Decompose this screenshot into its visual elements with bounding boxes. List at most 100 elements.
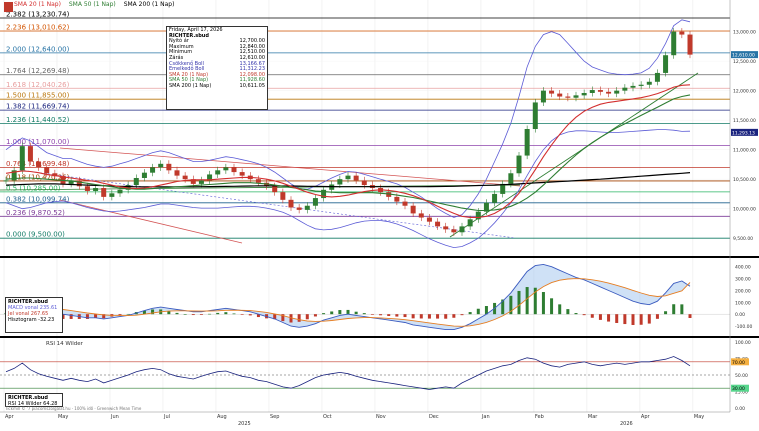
info-row-value: 11,928.60 — [239, 77, 265, 84]
candle-body — [638, 84, 644, 86]
candle-body — [68, 180, 74, 184]
x-tick-label: Mar — [588, 414, 598, 420]
info-row-value: 13,166.67 — [239, 60, 265, 67]
macd-histogram-bar — [338, 310, 342, 315]
macd-histogram-bar — [208, 313, 212, 315]
candle-body — [231, 167, 237, 173]
info-rows: Nyitó ár 12,700.00 Maximum 12,840.00 Minimum… — [169, 39, 265, 89]
macd-histogram-bar — [126, 313, 130, 315]
candle-body — [288, 199, 294, 208]
macd-y-tick-label: 0.00 — [735, 312, 745, 318]
candle-body — [459, 226, 465, 233]
candle-body — [223, 167, 229, 171]
boll-upper-line — [5, 19, 691, 218]
last-price-value: 12,610.00 — [732, 53, 755, 59]
candle-body — [117, 189, 123, 194]
candle-body — [141, 172, 147, 178]
macd-histogram-bar — [664, 311, 668, 315]
macd-histogram-bar — [362, 313, 366, 315]
series-layer — [0, 19, 730, 390]
macd-histogram-bar — [142, 310, 146, 315]
macd-histogram-bar — [452, 314, 456, 318]
macd-histogram-bar — [509, 295, 513, 315]
candle-body — [44, 167, 50, 174]
rsi-upper-tag — [731, 358, 749, 366]
candle-body — [125, 185, 131, 190]
x-tick-label: Nov — [376, 414, 386, 420]
y-tick-label: 9,500.00 — [733, 236, 753, 242]
macd-histogram-bar — [647, 314, 651, 324]
macd-histogram-bar — [517, 290, 521, 315]
candle-body — [532, 102, 538, 129]
candle-body — [671, 31, 677, 56]
info-row: SMA 20 (1 Nap) 12,098.00 — [169, 71, 265, 79]
info-row-value: 12,700.00 — [239, 38, 265, 45]
x-tick-label: Apr — [641, 414, 651, 420]
candle-body — [467, 219, 473, 227]
info-row-label: Csökkenő Boll — [169, 60, 204, 67]
macd-histogram-bar — [460, 314, 464, 316]
info-row-label: Nyitó ár — [169, 38, 189, 45]
axis-layer: Apr May Jun Jul Aug Sep Oct Nov Dec Jan Feb Mar Apr M… — [5, 30, 758, 427]
macd-line — [5, 263, 691, 331]
fib-level-label: 1.000 (11,070.00) — [6, 138, 70, 146]
legend-sma20: SMA 20 (1 Nap) — [14, 1, 61, 8]
candle-body — [166, 163, 172, 171]
y-tick-label: 10,000.00 — [733, 207, 756, 213]
sma20-line — [5, 84, 691, 219]
candle-body — [597, 90, 603, 92]
macd-histogram-bar — [256, 314, 260, 318]
candle-body — [443, 226, 449, 230]
rsi-panel-title: RSI 14 Wilder — [46, 341, 83, 347]
info-row-label: SMA 20 (1 Nap) — [169, 71, 209, 78]
rsi-lower-tag — [731, 384, 749, 392]
candle-body — [549, 90, 555, 94]
y-tick-label: 10,500.00 — [733, 177, 756, 183]
info-row-value: 10,611.05 — [239, 82, 265, 89]
macd-histogram-bar — [232, 313, 236, 315]
macd-histogram-bar — [607, 314, 611, 322]
legend-sma200: SMA 200 (1 Nap) — [123, 1, 175, 8]
fibonacci-layer: 2.382 (13,230.74) 2.236 (13,010.62) 2.000 … — [0, 10, 730, 239]
candle-body — [500, 183, 506, 194]
candle-body — [524, 129, 530, 156]
macd-histogram-bar — [346, 309, 350, 315]
candle-body — [76, 180, 82, 187]
trendline-red-lower — [59, 199, 243, 244]
candle-body — [190, 179, 196, 184]
candle-body — [435, 221, 441, 227]
macd-histogram-bar — [118, 314, 122, 316]
macd-histogram-bar — [476, 308, 480, 315]
year-label: 2025 — [238, 421, 251, 427]
candle-body — [614, 90, 620, 94]
macd-y-tick-label: 300.00 — [735, 277, 751, 283]
info-symbol: RICHTER.sbud — [169, 32, 209, 39]
macd-row-hist: Hisztogram -32.23 — [8, 317, 55, 323]
rsi-row-value: RSI 14 Wilder 64.28 — [8, 401, 58, 407]
candle-body — [27, 146, 33, 162]
candle-body — [475, 211, 481, 220]
info-row: SMA 50 (1 Nap) 11,928.60 — [169, 78, 265, 84]
fib-level-label: 0.5 (10,285.00) — [6, 184, 61, 192]
fib-level-label: 1.764 (12,269.48) — [6, 67, 70, 75]
macd-histogram-bar — [444, 314, 448, 319]
candle-body — [386, 192, 392, 197]
x-tick-label: Feb — [535, 414, 544, 420]
candle-body — [150, 167, 156, 173]
candle-body — [11, 170, 17, 181]
macd-symbol: RICHTER.sbud — [8, 299, 48, 305]
candle-body — [402, 201, 408, 206]
candle-body — [540, 90, 546, 103]
fib-level-label: 2.000 (12,640.00) — [6, 45, 70, 53]
candle-body — [312, 198, 318, 206]
macd-fill-area — [6, 264, 690, 330]
macd-histogram-bar — [427, 314, 431, 319]
macd-histogram-bar — [411, 314, 415, 319]
candle-body — [296, 207, 302, 210]
panel-borders — [0, 0, 759, 413]
candle-body — [101, 188, 107, 197]
candle-body — [483, 202, 489, 212]
macd-histogram-bar — [590, 314, 594, 318]
